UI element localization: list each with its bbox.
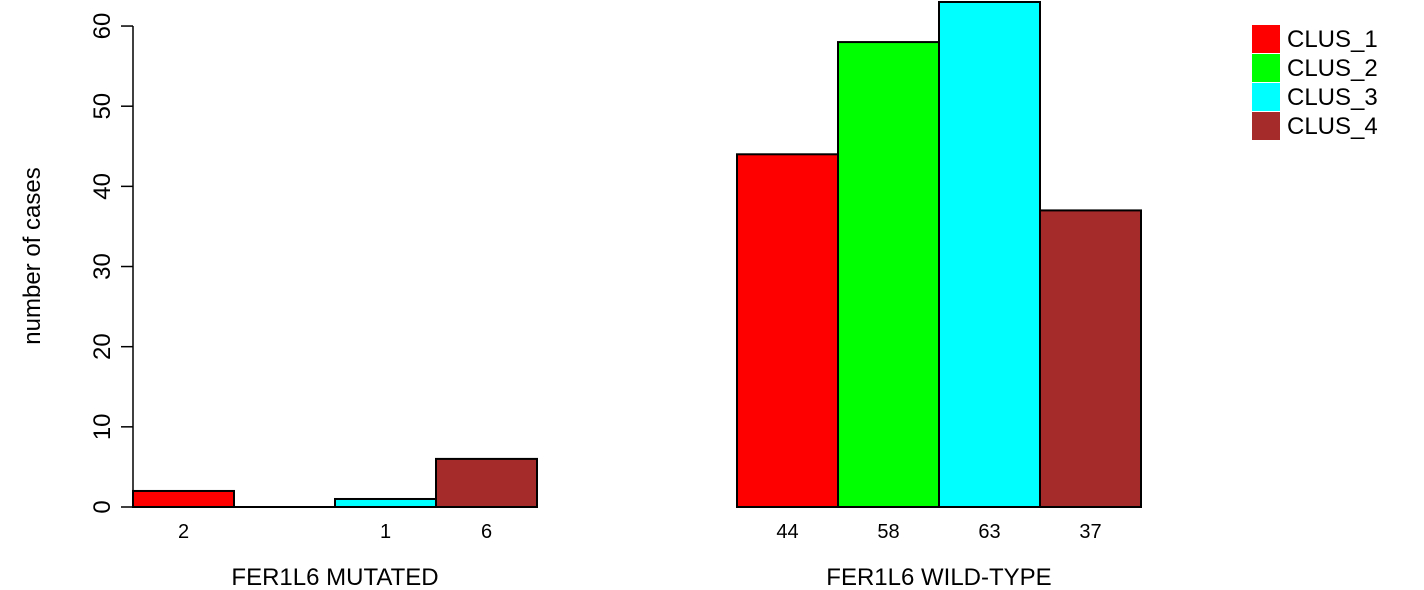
legend-label: CLUS_4 [1287, 113, 1378, 140]
group-label: FER1L6 MUTATED [231, 564, 438, 590]
bar-value-label: 6 [481, 521, 492, 543]
bar-value-label: 37 [1079, 521, 1101, 543]
y-tick-label: 30 [89, 253, 116, 280]
y-tick-label: 0 [89, 500, 116, 513]
y-tick-label: 40 [89, 173, 116, 200]
bar-value-labels: 2 1 6 44 58 63 37 [178, 521, 1102, 543]
bar-value-label: 63 [978, 521, 1000, 543]
legend-label: CLUS_2 [1287, 55, 1378, 82]
bar [736, 153, 839, 509]
bar [334, 497, 437, 509]
legend-label: CLUS_3 [1287, 84, 1378, 111]
y-axis: 0 10 20 30 40 50 60 [89, 13, 134, 514]
bar [435, 457, 538, 508]
legend-swatch [1252, 25, 1280, 53]
group-label: FER1L6 WILD-TYPE [826, 564, 1051, 590]
bar-value-label: 2 [178, 521, 189, 543]
y-axis-label: number of cases [19, 167, 46, 344]
bar-value-label: 58 [877, 521, 899, 543]
bar-value-label: 44 [776, 521, 798, 543]
bar [132, 489, 235, 508]
bar-value-label: 1 [380, 521, 391, 543]
y-tick-label: 10 [89, 413, 116, 440]
legend-label: CLUS_1 [1287, 26, 1378, 53]
group-labels: FER1L6 MUTATED FER1L6 WILD-TYPE [231, 564, 1051, 590]
legend-swatch [1252, 54, 1280, 82]
y-tick-label: 60 [89, 13, 116, 40]
bar [938, 0, 1041, 508]
bar [1039, 209, 1142, 509]
bar [837, 41, 940, 509]
legend-swatch [1252, 112, 1280, 140]
legend-swatch [1252, 83, 1280, 111]
bars [132, 0, 1142, 509]
y-tick-label: 20 [89, 333, 116, 360]
y-tick-label: 50 [89, 93, 116, 120]
